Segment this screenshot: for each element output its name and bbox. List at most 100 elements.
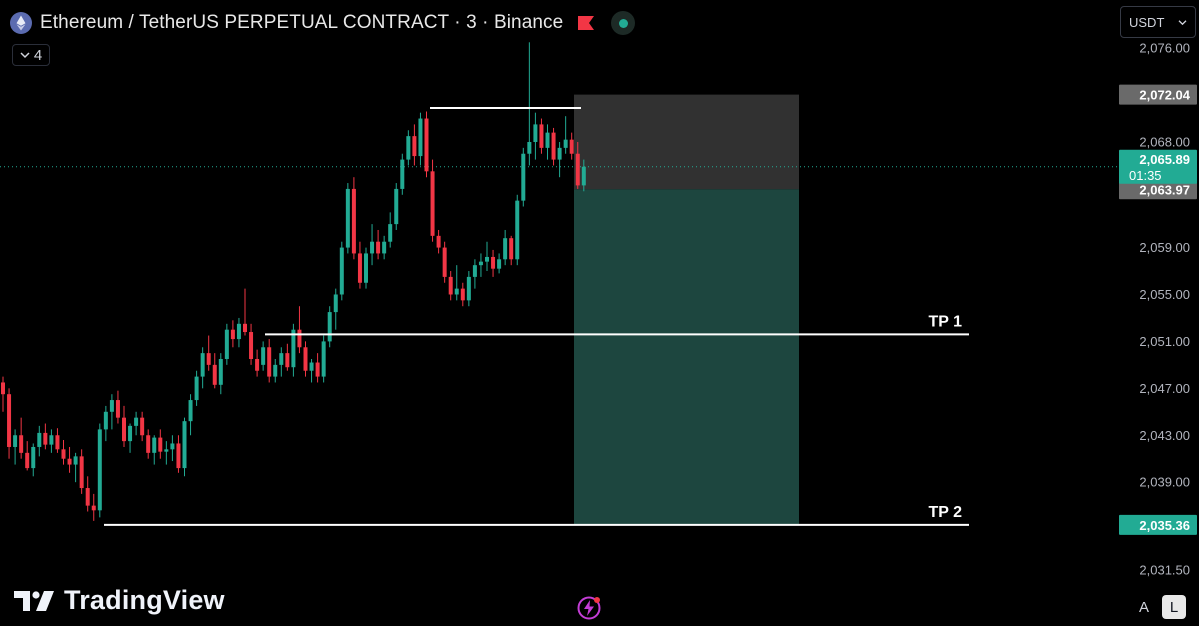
candle-body: [303, 347, 308, 371]
candle-body: [442, 247, 447, 277]
candle-body: [212, 364, 217, 385]
candle-body: [206, 353, 211, 365]
price-tick: 2,068.00: [1139, 135, 1190, 150]
entry-price-label: 2,063.97: [1139, 182, 1190, 197]
level-lines[interactable]: TP 1 TP 2: [104, 106, 969, 526]
candle-body: [333, 294, 338, 313]
tp-label-1: TP 1: [929, 313, 963, 330]
candle-body: [400, 159, 405, 189]
candle-body: [382, 241, 387, 254]
candle-body: [321, 341, 326, 377]
candle-body: [291, 329, 296, 368]
last-price-label-bg: [1119, 149, 1197, 184]
candle-body: [164, 449, 169, 452]
candle-body: [122, 417, 126, 442]
candle-body: [460, 288, 465, 301]
logo-text: TradingView: [64, 585, 225, 615]
candle-body: [545, 132, 550, 148]
tradingview-logo[interactable]: TradingView: [14, 585, 225, 616]
log-scale-button[interactable]: L: [1162, 595, 1186, 619]
candle-body: [115, 400, 120, 418]
candle-body: [194, 376, 199, 401]
currency-selector[interactable]: USDT: [1120, 6, 1196, 38]
candle-body: [7, 394, 12, 447]
candle-body: [485, 256, 489, 262]
candle-body: [230, 329, 235, 340]
candle-body: [351, 188, 356, 254]
candle-body: [388, 224, 393, 242]
candle-body: [521, 153, 526, 201]
candle-body: [575, 153, 580, 186]
candle-body: [376, 241, 381, 254]
symbol-header[interactable]: Ethereum / TetherUS PERPETUAL CONTRACT ·…: [10, 10, 636, 36]
candle-body: [152, 437, 157, 453]
flag-icon[interactable]: [577, 15, 595, 31]
candle-body: [491, 256, 496, 269]
candle-body: [478, 261, 483, 266]
candle-body: [37, 432, 42, 447]
candle-body: [430, 171, 435, 236]
candle-body: [285, 353, 290, 368]
auto-scale-button[interactable]: A: [1132, 595, 1156, 619]
candle-body: [224, 329, 229, 360]
indicator-count: 4: [33, 46, 43, 64]
candle-body: [364, 253, 368, 283]
candle-body: [140, 417, 145, 436]
candle-body: [146, 435, 151, 453]
target-price-label-bg: [1119, 514, 1197, 535]
candle-body: [357, 253, 362, 283]
lightning-icon[interactable]: [576, 595, 602, 621]
candle-body: [527, 142, 532, 154]
symbol-title[interactable]: Ethereum / TetherUS PERPETUAL CONTRACT ·…: [40, 12, 564, 33]
candle-body: [31, 446, 36, 469]
candle-body: [255, 359, 260, 371]
target-price-label: 2,035.36: [1139, 518, 1190, 533]
candles: [1, 42, 586, 521]
candle-body: [394, 188, 399, 225]
candle-body: [1, 382, 5, 395]
candle-body: [509, 238, 514, 260]
price-axis[interactable]: 2,076.00 2,068.00 2,059.00 2,055.00 2,051.00…: [1119, 41, 1197, 578]
candle-body: [170, 443, 175, 450]
candle-body: [345, 188, 350, 248]
candle-body: [273, 364, 278, 377]
candle-body: [236, 323, 241, 340]
candle-body: [261, 347, 266, 365]
tp-label-2: TP 2: [929, 504, 963, 521]
candle-body: [436, 235, 441, 248]
candle-body: [581, 166, 586, 186]
candle-body: [243, 323, 247, 333]
price-tick: 2,076.00: [1139, 41, 1190, 56]
candle-body: [158, 437, 163, 452]
last-price-label-countdown: 01:35: [1129, 168, 1162, 183]
market-status-icon[interactable]: [611, 11, 636, 35]
last-price-label: 2,065.89: [1139, 152, 1190, 167]
position-zones[interactable]: [0, 94, 1118, 525]
candle-body: [339, 247, 344, 295]
candle-body: [563, 139, 568, 148]
indicators-collapse-button[interactable]: 4: [12, 44, 50, 66]
candle-body: [43, 432, 48, 445]
candle-body: [85, 488, 90, 506]
candle-body: [49, 435, 54, 445]
ethereum-icon: [10, 12, 32, 34]
candle-body: [569, 139, 574, 154]
price-tick: 2,047.00: [1139, 381, 1190, 396]
candle-body: [19, 435, 24, 453]
chevron-down-icon: [1178, 19, 1187, 25]
candle-body: [128, 425, 133, 442]
entry-price-label-bg: [1119, 179, 1197, 200]
price-tick: 2,059.00: [1139, 240, 1190, 255]
stop-price-label: 2,072.04: [1139, 88, 1190, 103]
take-profit-zone[interactable]: [574, 189, 799, 525]
price-tick: 2,039.00: [1139, 475, 1190, 490]
candle-body: [249, 332, 254, 360]
candle-body: [412, 136, 417, 157]
stop-loss-zone[interactable]: [574, 94, 799, 190]
candle-body: [533, 124, 538, 142]
candle-body: [315, 362, 320, 377]
candle-body: [327, 312, 332, 342]
candle-body: [25, 452, 30, 469]
candle-body: [61, 449, 66, 459]
